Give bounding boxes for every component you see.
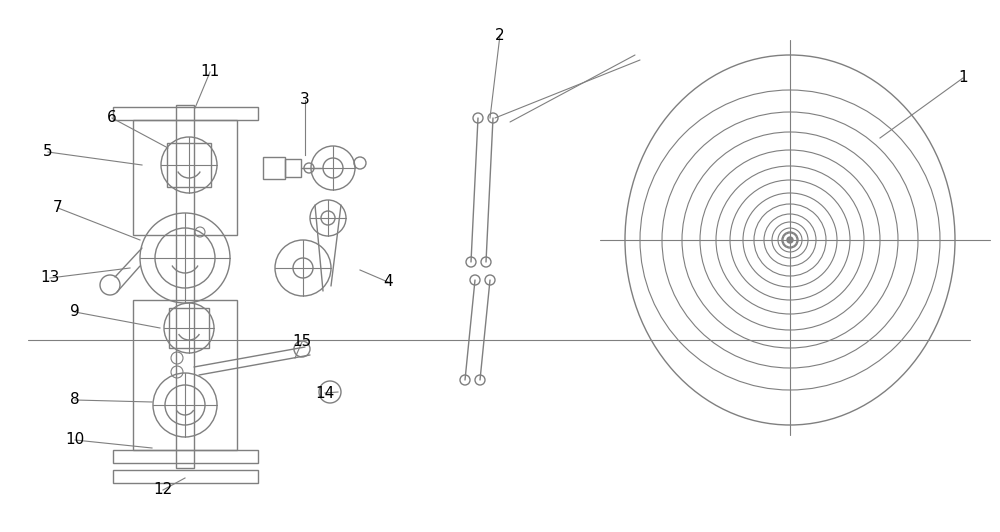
- Bar: [167, 143, 211, 187]
- Text: 3: 3: [300, 93, 310, 107]
- Circle shape: [787, 237, 793, 243]
- Text: 10: 10: [65, 433, 85, 447]
- Text: 6: 6: [107, 111, 117, 126]
- Text: 15: 15: [292, 335, 312, 350]
- Text: 12: 12: [153, 483, 173, 497]
- Bar: [285, 159, 301, 177]
- Bar: [113, 107, 258, 120]
- Bar: [113, 450, 258, 463]
- Text: 13: 13: [40, 270, 60, 286]
- Text: 5: 5: [43, 145, 53, 160]
- Text: 2: 2: [495, 28, 505, 43]
- Bar: [263, 157, 285, 179]
- Bar: [133, 120, 237, 235]
- Bar: [176, 105, 194, 468]
- Text: 9: 9: [70, 304, 80, 320]
- Text: 11: 11: [200, 64, 220, 79]
- Text: 1: 1: [958, 71, 968, 86]
- Bar: [133, 300, 237, 450]
- Text: 7: 7: [53, 201, 63, 215]
- Text: 8: 8: [70, 393, 80, 408]
- Bar: [113, 470, 258, 483]
- Text: 4: 4: [383, 275, 393, 289]
- Bar: [169, 308, 209, 348]
- Text: 14: 14: [315, 386, 335, 401]
